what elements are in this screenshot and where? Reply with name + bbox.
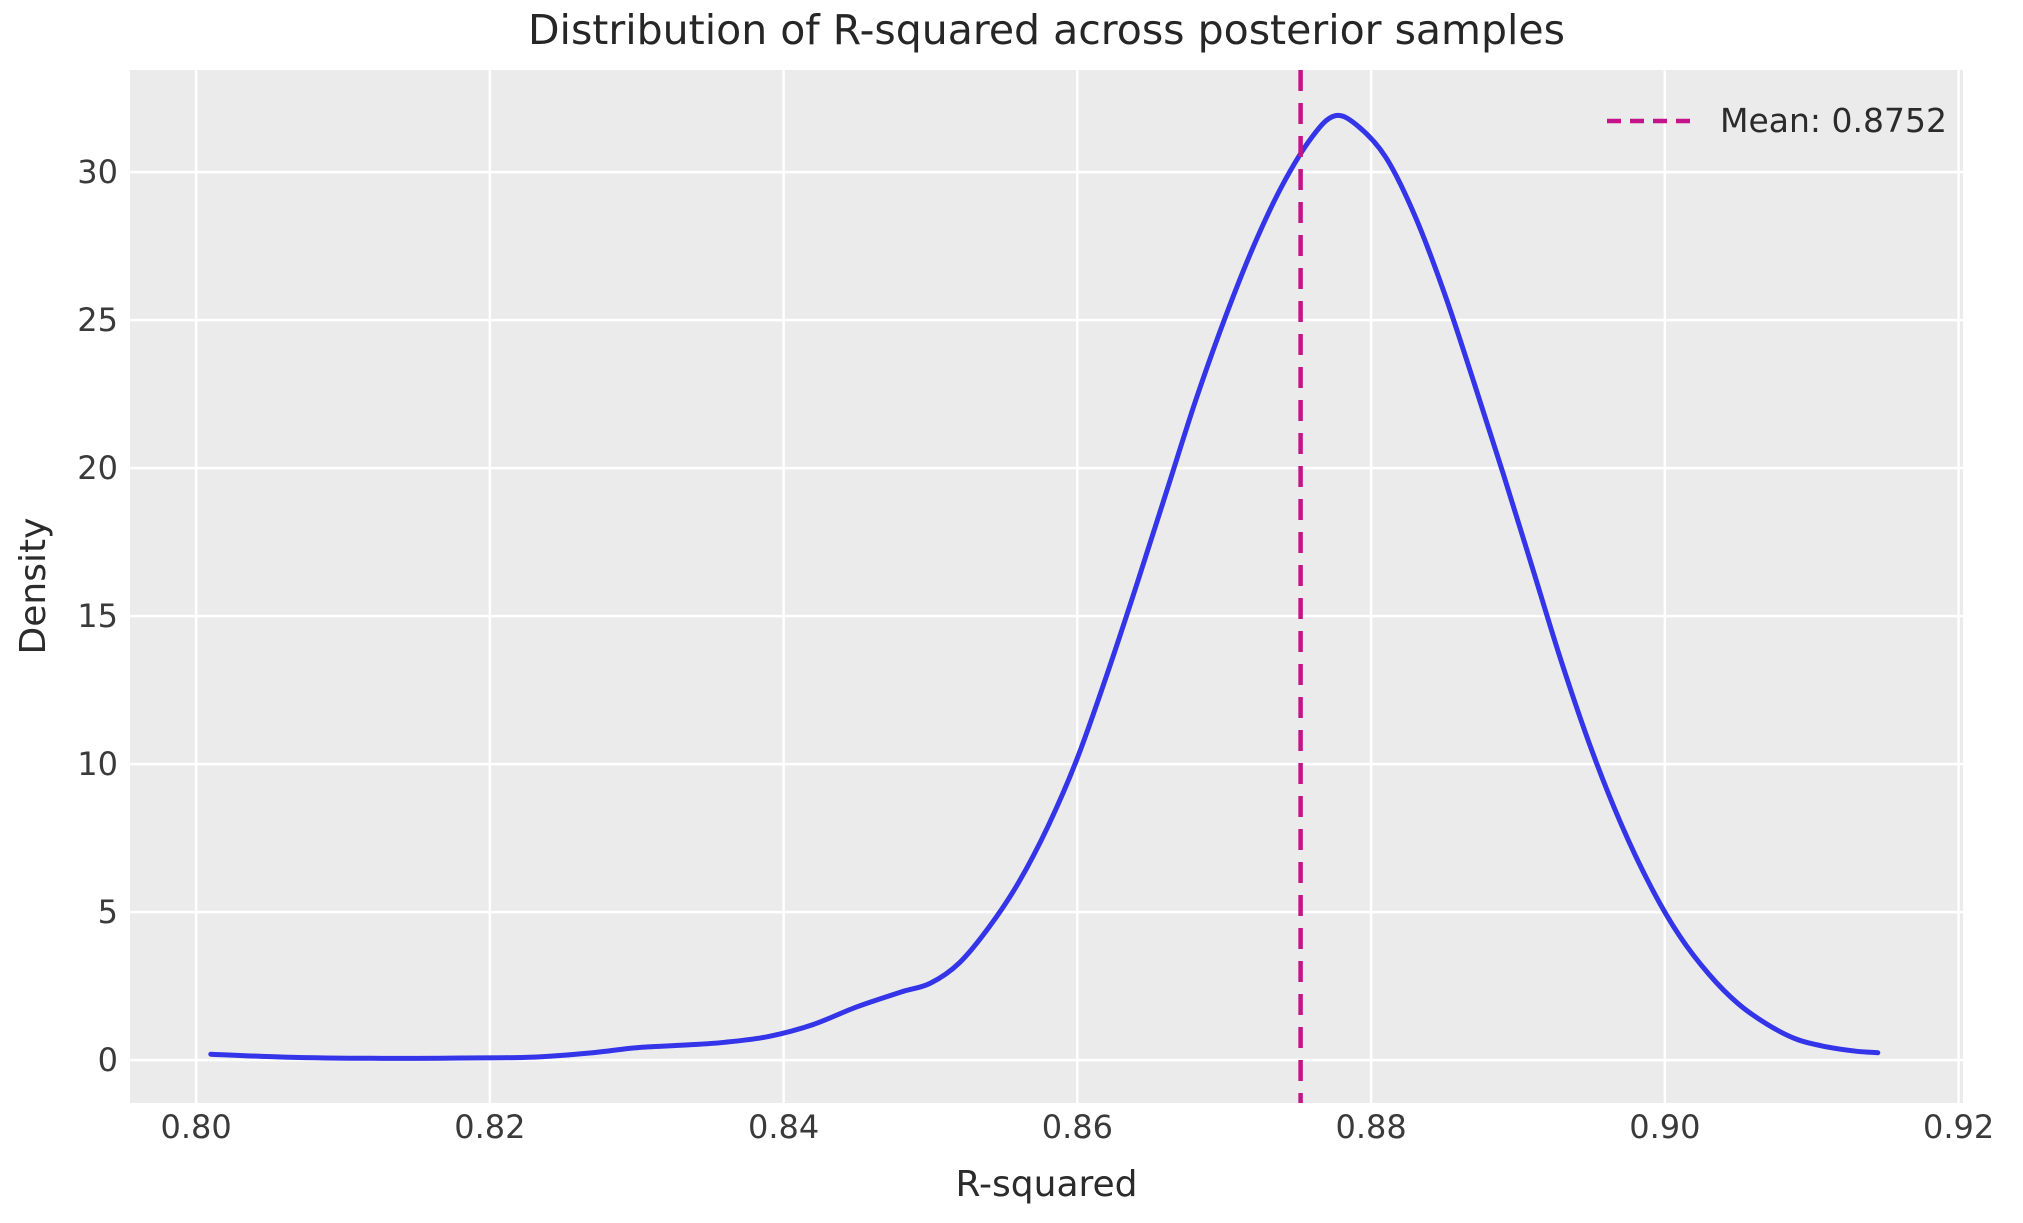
y-tick-label: 5: [97, 893, 118, 932]
x-axis-label: R-squared: [955, 1164, 1138, 1205]
x-tick-label: 0.90: [1629, 1108, 1701, 1146]
y-tick-label: 15: [77, 597, 118, 636]
x-tick-label: 0.80: [160, 1108, 232, 1146]
kde-curve: [208, 112, 1881, 1061]
y-tick-label: 0: [97, 1041, 118, 1080]
legend-mean-line-swatch: [1607, 118, 1691, 124]
y-tick-label: 25: [77, 301, 118, 340]
legend-mean-label: Mean: 0.8752: [1720, 101, 1947, 140]
x-tick-label: 0.92: [1922, 1108, 1995, 1146]
y-tick-label: 10: [77, 745, 118, 784]
x-tick-label: 0.88: [1335, 1108, 1407, 1146]
x-tick-label: 0.82: [454, 1108, 526, 1146]
y-tick-label: 30: [77, 153, 118, 192]
legend: Mean: 0.8752: [1605, 99, 1947, 143]
plot-background: [130, 70, 1963, 1103]
x-tick-label: 0.84: [747, 1108, 820, 1146]
y-tick-label: 20: [77, 449, 118, 488]
x-tick-label: 0.86: [1041, 1108, 1113, 1146]
chart-title: Distribution of R-squared across posteri…: [527, 6, 1565, 54]
